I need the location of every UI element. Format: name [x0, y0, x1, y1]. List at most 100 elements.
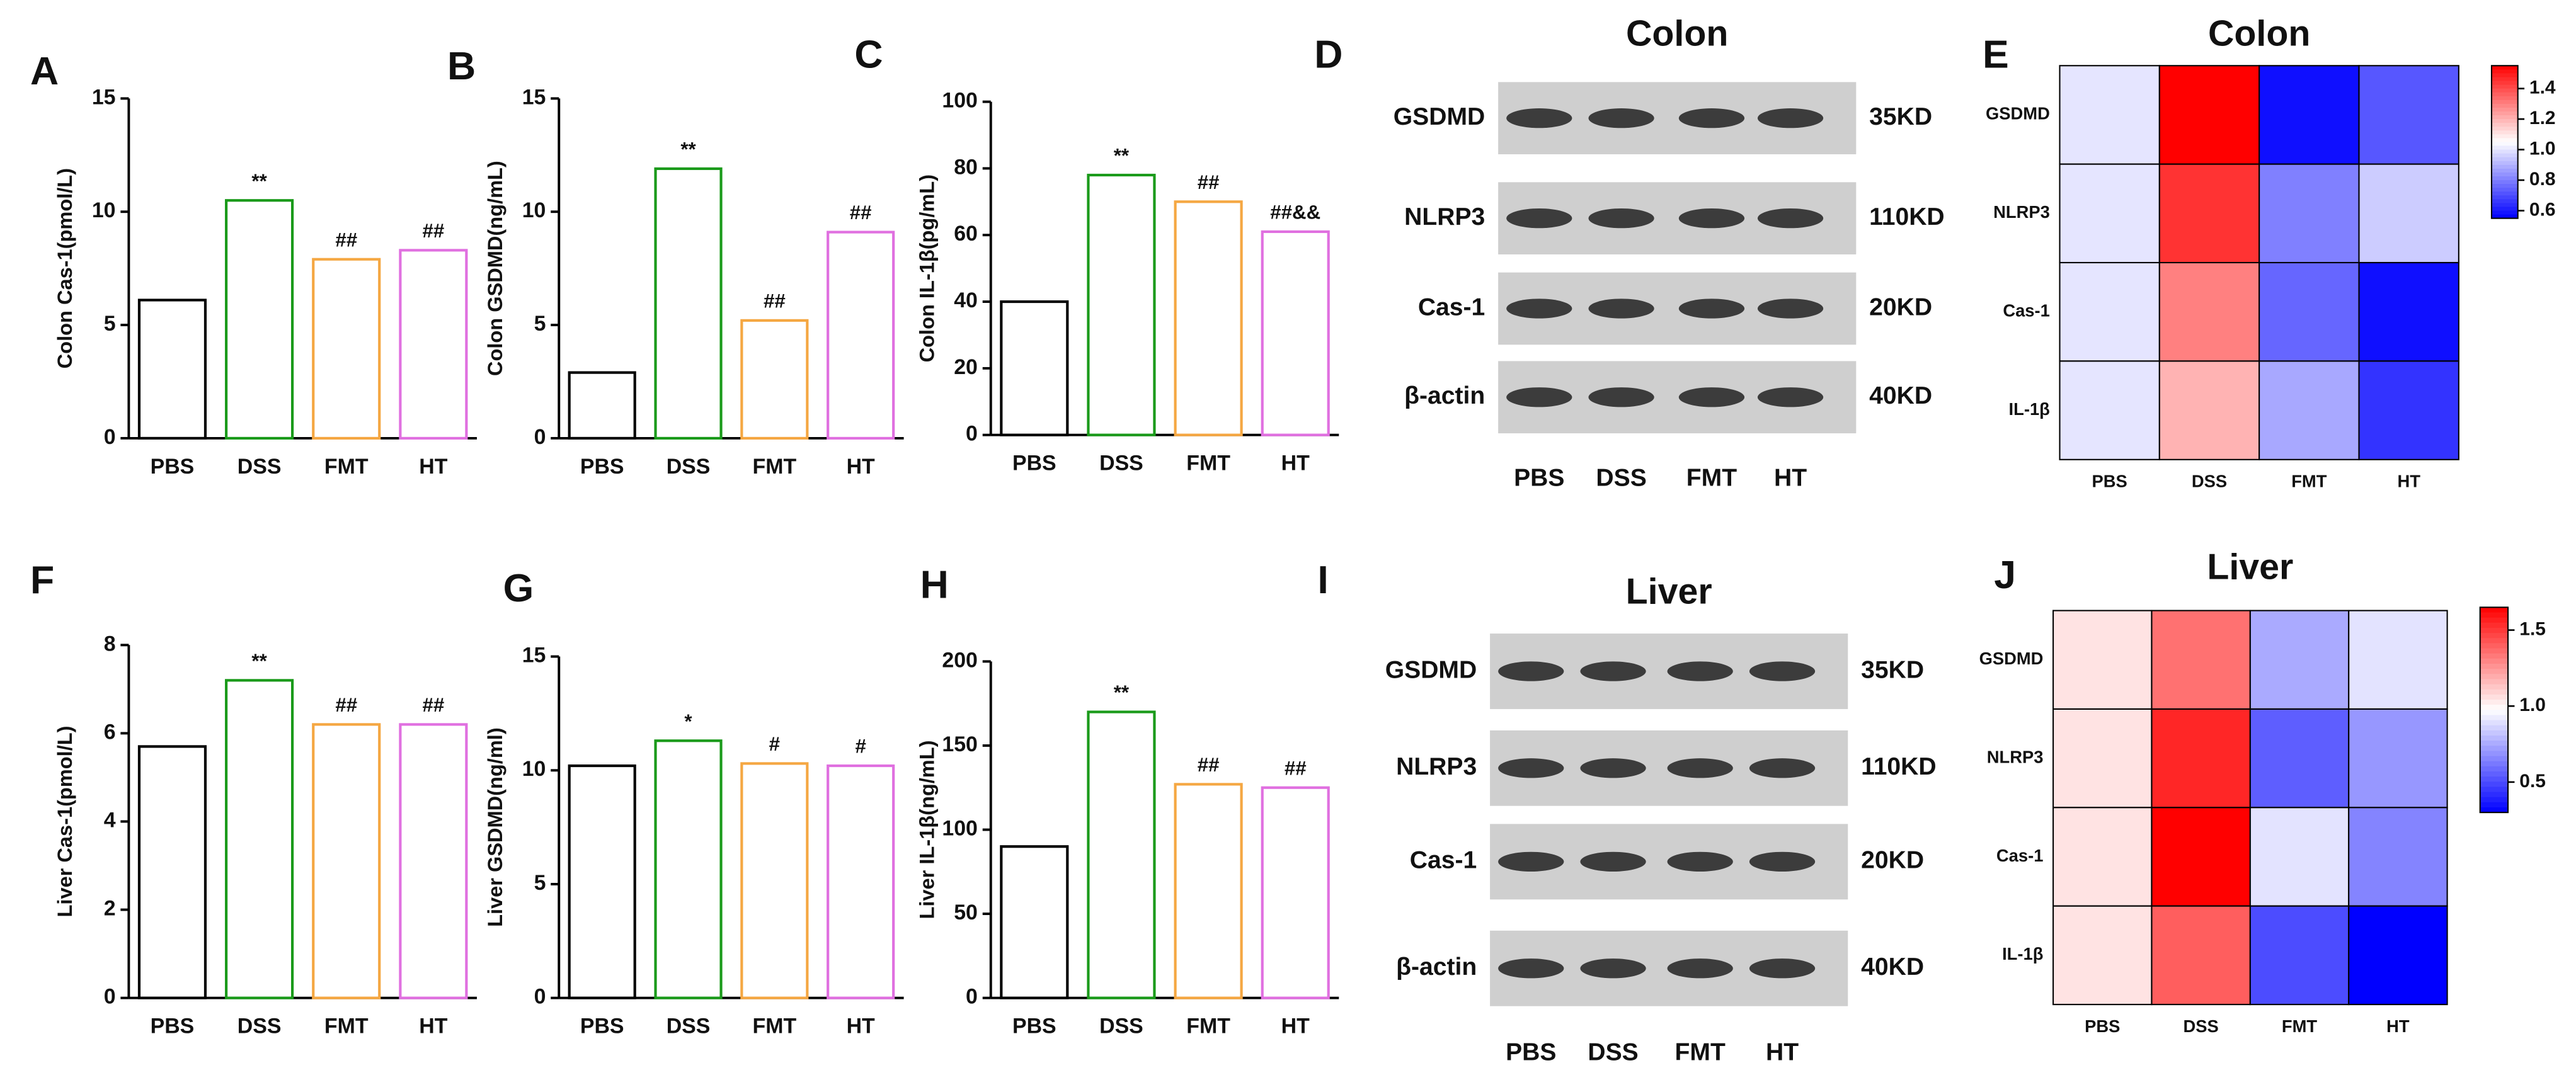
y-tick-label: 0	[534, 425, 546, 449]
heatmap-cell	[2258, 261, 2360, 362]
colorbar-segment	[2480, 663, 2509, 669]
colorbar-tick-label: 1.0	[2529, 138, 2556, 159]
heatmap-column-label: FMT	[2282, 1016, 2318, 1036]
bar	[1087, 710, 1156, 999]
blot-row-label: GSDMD	[1394, 103, 1485, 130]
significance-label: #	[855, 736, 866, 758]
x-tick-label: HT	[847, 455, 875, 479]
bar	[1087, 173, 1156, 436]
colorbar-segment	[2480, 699, 2509, 705]
colorbar-tick-label: 0.8	[2529, 169, 2556, 190]
colorbar-segment	[2491, 176, 2518, 181]
colorbar-segment	[2480, 648, 2509, 654]
bar	[654, 739, 723, 999]
colorbar-segment	[2480, 674, 2509, 680]
y-tick-label: 15	[92, 85, 116, 109]
colorbar-segment	[2491, 210, 2518, 215]
colorbar-segment	[2480, 761, 2509, 767]
colorbar-segment	[2480, 771, 2509, 777]
colorbar-segment	[2480, 622, 2509, 628]
x-tick-label: PBS	[151, 455, 195, 479]
panel-letter: F	[30, 558, 54, 602]
panel-letter: J	[1994, 553, 2016, 597]
blot-band	[1749, 758, 1816, 778]
y-tick-label: 5	[534, 871, 546, 895]
bar	[568, 371, 636, 440]
significance-label: **	[251, 170, 267, 192]
y-tick-label: 10	[522, 757, 546, 781]
y-tick-label: 15	[522, 644, 546, 668]
heatmap-cell	[2249, 708, 2350, 809]
y-axis-label: Liver GSDMD(ng/ml)	[484, 727, 507, 927]
significance-label: ##	[335, 694, 357, 716]
heatmap-row-label: NLRP3	[1993, 202, 2050, 222]
blot-lane-label: FMT	[1675, 1039, 1726, 1066]
y-tick-label: 80	[954, 155, 978, 179]
colorbar-segment	[2491, 115, 2518, 120]
y-tick-label: 60	[954, 222, 978, 246]
significance-label: **	[251, 650, 267, 672]
y-tick-label: 20	[954, 355, 978, 379]
x-tick-label: DSS	[1099, 452, 1143, 475]
colorbar-segment	[2491, 81, 2518, 86]
colorbar-segment	[2480, 627, 2509, 634]
x-tick-label: DSS	[1099, 1015, 1143, 1038]
heatmap-cell	[2348, 905, 2448, 1006]
colorbar-segment	[2480, 653, 2509, 659]
colorbar-segment	[2491, 65, 2518, 71]
x-tick-label: FMT	[324, 1015, 369, 1038]
blot-band	[1580, 661, 1646, 681]
colorbar-tick-label: 0.6	[2529, 199, 2556, 220]
heatmap-cell	[2158, 261, 2260, 362]
colorbar-segment	[2480, 679, 2509, 685]
blot-band	[1678, 387, 1745, 407]
y-tick-label: 100	[942, 89, 978, 113]
colorbar-segment	[2491, 184, 2518, 188]
significance-label: ##	[1198, 754, 1220, 776]
heatmap-cell	[2052, 807, 2153, 907]
colorbar-frame	[2479, 606, 2509, 814]
y-axis-label: Liver Cas-1(pmol/L)	[54, 726, 76, 918]
heatmap-cell	[2151, 610, 2251, 710]
colorbar-segment	[2491, 107, 2518, 112]
colorbar-segment	[2491, 195, 2518, 200]
x-tick-label: PBS	[1012, 1015, 1056, 1038]
significance-label: ##	[335, 229, 357, 251]
blot-lane-label: FMT	[1686, 464, 1737, 491]
significance-label: ##	[764, 290, 786, 312]
colorbar-segment	[2491, 96, 2518, 101]
blot-size-label: 20KD	[1869, 293, 1932, 321]
colorbar-segment	[2491, 127, 2518, 132]
colorbar-segment	[2491, 157, 2518, 162]
colorbar-segment	[2491, 69, 2518, 74]
blot-band	[1580, 851, 1646, 872]
colorbar-segment	[2480, 638, 2509, 644]
heatmap-column-label: PBS	[2092, 472, 2127, 491]
y-tick-label: 50	[954, 901, 978, 924]
colorbar-segment	[2491, 119, 2518, 123]
colorbar-segment	[2491, 134, 2518, 139]
heatmap-column-label: DSS	[2192, 472, 2227, 491]
panel-letter: B	[447, 44, 476, 88]
colorbar-segment	[2491, 164, 2518, 169]
colorbar-segment	[2491, 73, 2518, 78]
y-tick-label: 4	[104, 808, 116, 832]
heatmap-cell	[2059, 163, 2160, 264]
blot-size-label: 35KD	[1869, 103, 1932, 130]
heatmap-cell	[2158, 65, 2260, 165]
y-tick-label: 40	[954, 288, 978, 312]
colorbar-segment	[2491, 84, 2518, 89]
bar	[654, 167, 723, 440]
blot-band	[1757, 108, 1824, 128]
colorbar-segment	[2480, 684, 2509, 690]
heatmap-row-label: NLRP3	[1987, 747, 2044, 766]
y-tick-label: 0	[104, 985, 116, 1009]
y-tick-label: 8	[104, 632, 116, 656]
heatmap-column-label: DSS	[2184, 1016, 2219, 1036]
blot-row-label: Cas-1	[1418, 293, 1485, 321]
colorbar-segment	[2480, 776, 2509, 783]
colorbar-segment	[2480, 797, 2509, 803]
y-tick-label: 0	[534, 985, 546, 1009]
significance-label: ##	[1285, 757, 1307, 779]
colorbar-segment	[2491, 214, 2518, 219]
